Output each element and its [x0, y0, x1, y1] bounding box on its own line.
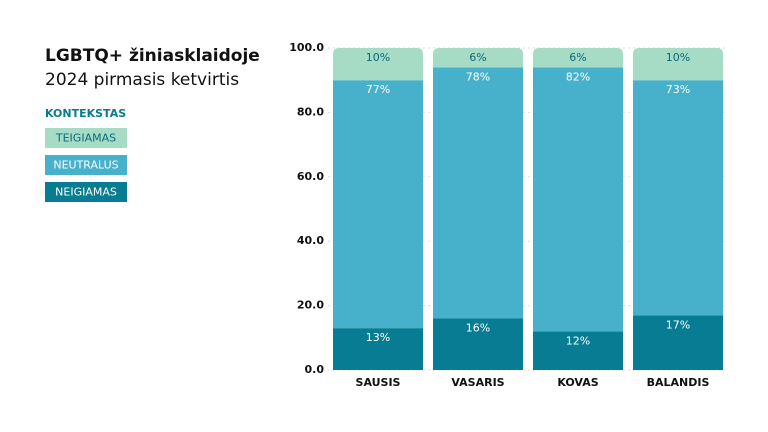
y-tick-label: 60.0 — [297, 170, 324, 183]
chart-title: LGBTQ+ žiniasklaidoje — [45, 46, 260, 66]
legend-swatch — [45, 155, 127, 175]
bar-segment — [533, 331, 623, 370]
data-label: 12% — [566, 334, 590, 347]
bar-segment — [633, 315, 723, 370]
bar-segment — [333, 80, 423, 329]
bar-segment — [633, 80, 723, 316]
legend-label: NEUTRALUS — [53, 159, 118, 172]
x-tick-label: SAUSIS — [356, 376, 401, 389]
data-label: 17% — [666, 318, 690, 331]
y-tick-label: 40.0 — [297, 234, 324, 247]
data-label: 78% — [466, 70, 490, 83]
data-label: 6% — [469, 51, 486, 64]
y-tick-label: 20.0 — [297, 299, 324, 312]
legend-swatch — [45, 182, 127, 202]
bar-segment — [433, 48, 523, 68]
data-label: 73% — [666, 83, 690, 96]
x-tick-label: KOVAS — [557, 376, 598, 389]
bar-segment — [533, 67, 623, 332]
legend-swatch — [45, 128, 127, 148]
bar-segment — [533, 48, 623, 68]
y-tick-label: 0.0 — [305, 363, 325, 376]
data-label: 16% — [466, 321, 490, 334]
data-label: 13% — [366, 331, 390, 344]
x-tick-label: VASARIS — [451, 376, 504, 389]
data-label: 10% — [366, 51, 390, 64]
x-tick-label: BALANDIS — [647, 376, 710, 389]
bar-segment — [633, 48, 723, 81]
bar-segment — [433, 318, 523, 370]
data-label: 77% — [366, 83, 390, 96]
legend-title: KONTEKSTAS — [45, 107, 126, 120]
data-label: 10% — [666, 51, 690, 64]
data-label: 6% — [569, 51, 586, 64]
chart-subtitle: 2024 pirmasis ketvirtis — [45, 70, 239, 90]
bar-segment — [333, 328, 423, 370]
bar-segment — [433, 67, 523, 319]
y-tick-label: 100.0 — [289, 41, 324, 54]
bar-segment — [333, 48, 423, 81]
y-tick-label: 80.0 — [297, 105, 324, 118]
legend-label: NEIGIAMAS — [55, 186, 117, 199]
legend-label: TEIGIAMAS — [55, 132, 116, 145]
data-label: 82% — [566, 70, 590, 83]
